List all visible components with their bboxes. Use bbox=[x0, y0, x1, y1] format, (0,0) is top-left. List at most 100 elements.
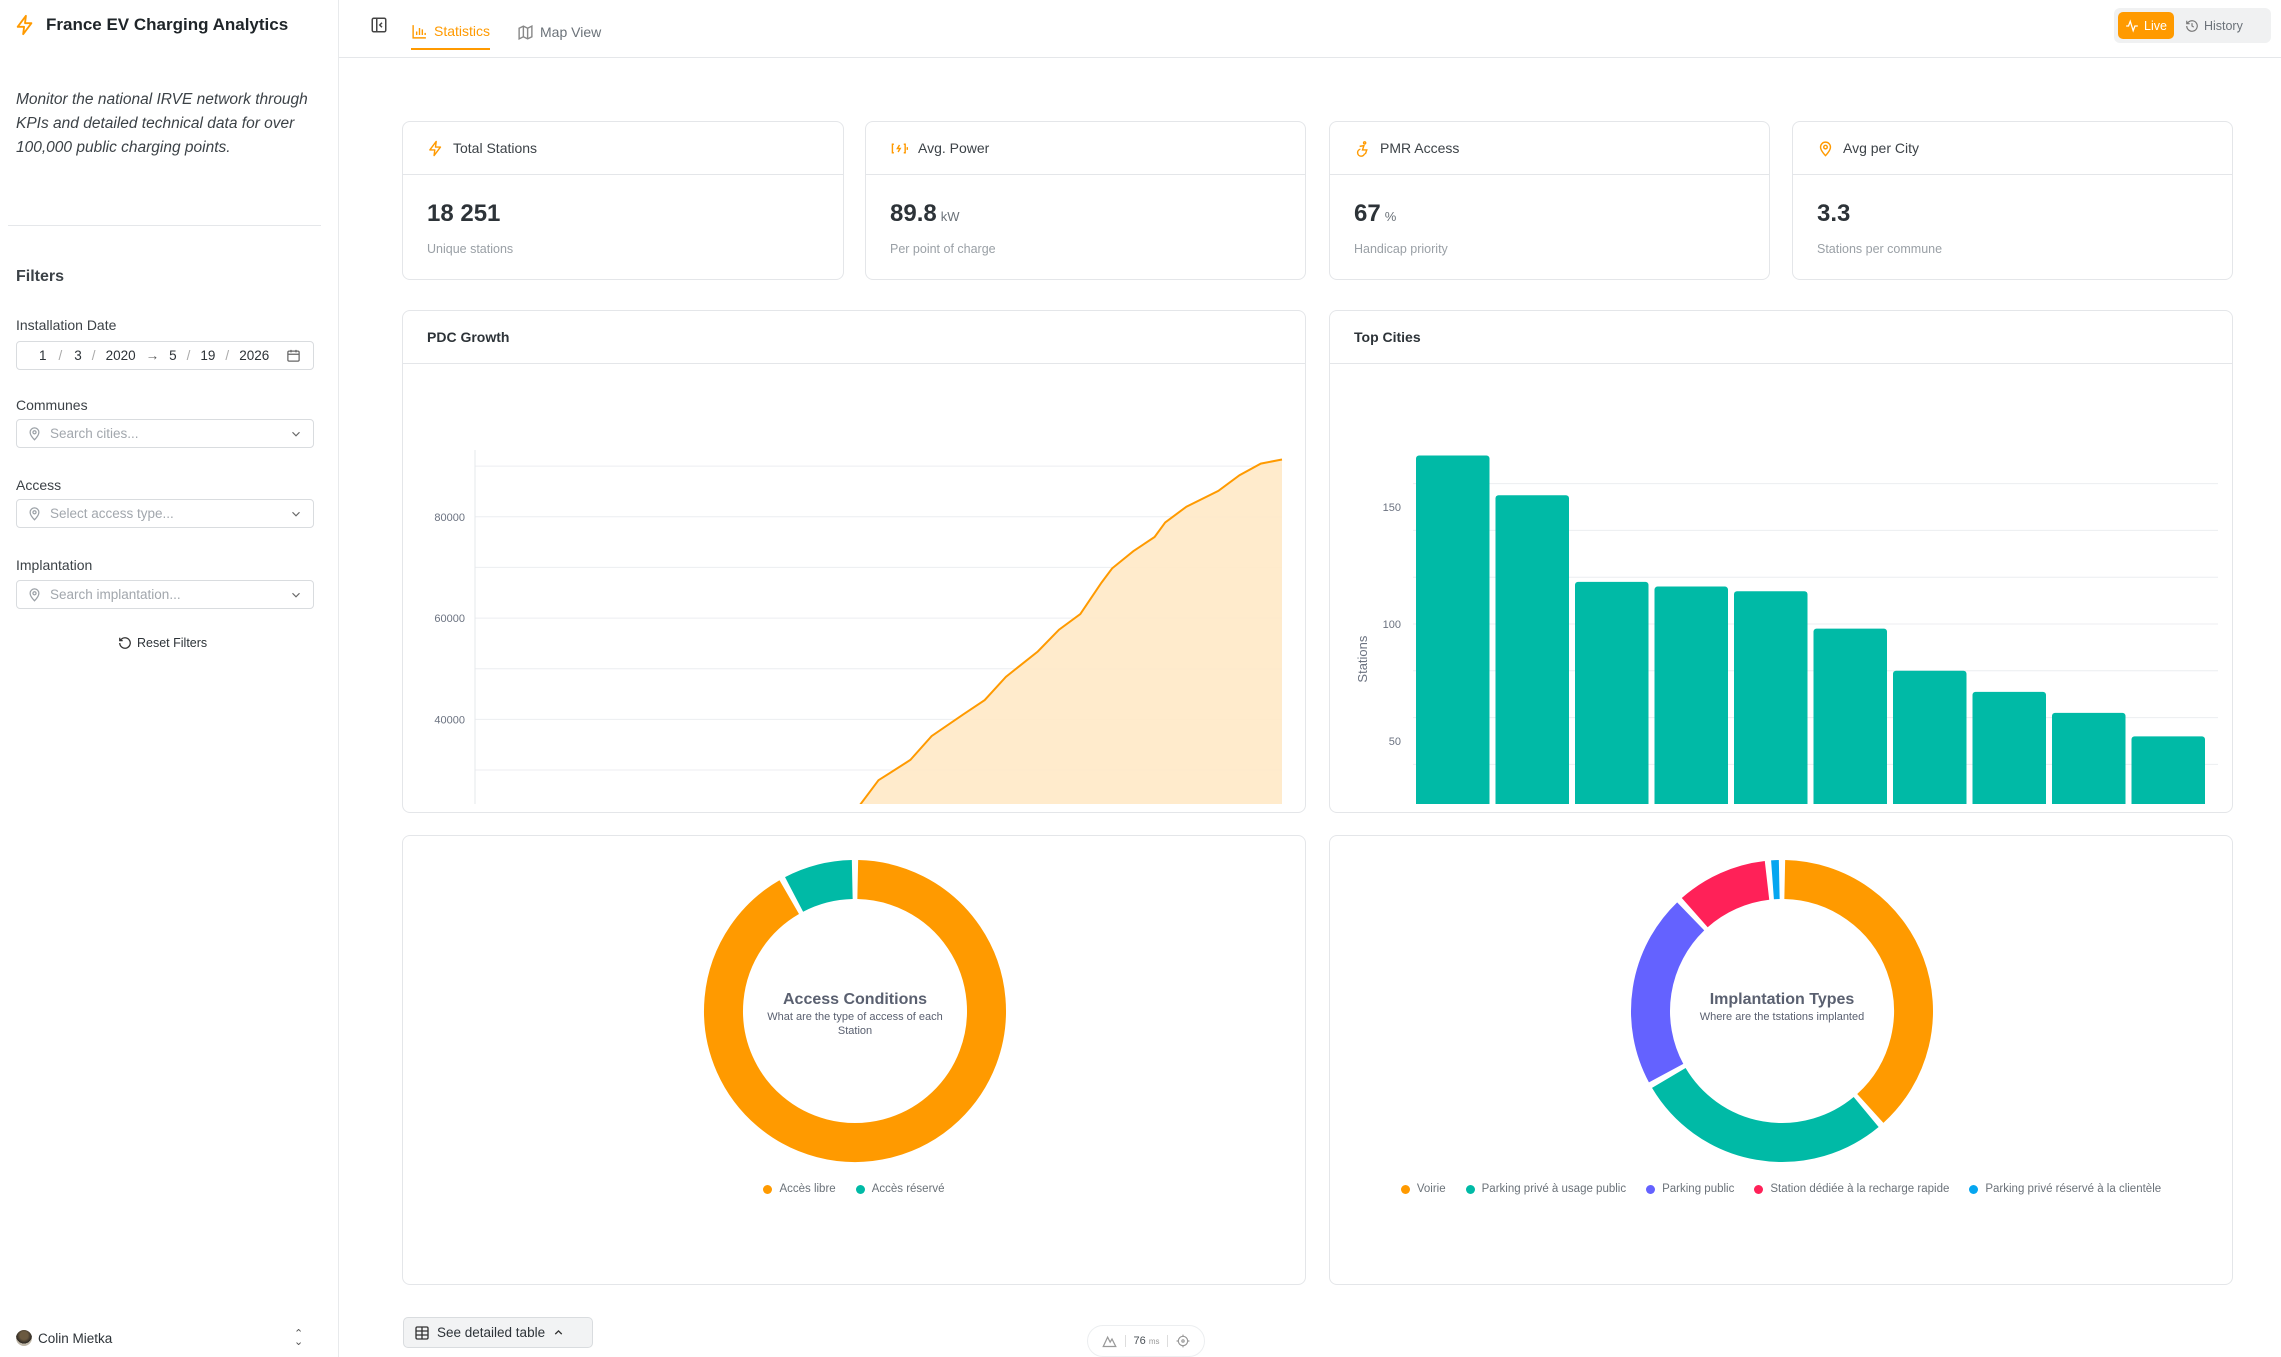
kpi-header: Avg per City bbox=[1793, 122, 2232, 175]
start-day[interactable]: 3 bbox=[74, 348, 82, 363]
installation-date-label: Installation Date bbox=[16, 317, 117, 333]
y-tick-label: 50 bbox=[1389, 736, 1401, 748]
donut-title: Access Conditions bbox=[782, 991, 928, 1008]
chevron-down-icon bbox=[292, 431, 300, 437]
app-description: Monitor the national IRVE network throug… bbox=[16, 91, 308, 156]
start-month[interactable]: 1 bbox=[39, 348, 47, 363]
legend-item[interactable]: Parking privé à usage public bbox=[1465, 1183, 1627, 1195]
end-month[interactable]: 5 bbox=[169, 348, 177, 363]
battery-charging-icon bbox=[891, 143, 908, 153]
legend-item[interactable]: Parking public bbox=[1646, 1183, 1734, 1195]
reset-filters-button[interactable]: Reset Filters bbox=[118, 636, 207, 650]
map-pin-icon bbox=[1819, 140, 1832, 157]
zap-icon bbox=[429, 140, 442, 156]
implantation-donut-chart bbox=[1631, 860, 1933, 1162]
kpi-title: Total Stations bbox=[453, 140, 538, 156]
history-icon bbox=[2186, 19, 2198, 32]
legend-label: Parking privé à usage public bbox=[1481, 1183, 1627, 1195]
end-year[interactable]: 2026 bbox=[239, 348, 270, 363]
legend-dot bbox=[763, 1184, 773, 1194]
tab-map-view[interactable]: Map View bbox=[517, 14, 601, 50]
installation-date-range[interactable]: 1/ 3/ 2020 → 5/ 19/ 2026 bbox=[16, 341, 314, 370]
reset-filters-label: Reset Filters bbox=[137, 636, 208, 650]
kpi-value: 18 251 bbox=[427, 200, 500, 228]
bar bbox=[1972, 691, 2046, 804]
communes-label: Communes bbox=[16, 397, 88, 413]
zap-logo-icon bbox=[16, 14, 33, 36]
live-button[interactable]: Live bbox=[2118, 12, 2174, 39]
legend-label: Parking privé réservé à la clientèle bbox=[1985, 1183, 2162, 1195]
legend-item[interactable]: Accès libre bbox=[763, 1183, 836, 1195]
divider bbox=[8, 225, 321, 226]
end-day[interactable]: 19 bbox=[200, 348, 216, 363]
kpi-card-total-stations: Total Stations 18 251 Unique stations bbox=[402, 121, 844, 280]
sidebar: France EV Charging Analytics Monitor the… bbox=[0, 0, 339, 1357]
donut-segment bbox=[1652, 1067, 1879, 1162]
map-pin-icon bbox=[29, 507, 40, 521]
kpi-subtitle: Unique stations bbox=[427, 242, 514, 256]
app-title: France EV Charging Analytics bbox=[46, 15, 289, 34]
legend-label: Station dédiée à la recharge rapide bbox=[1770, 1183, 1950, 1195]
access-select[interactable]: Select access type... bbox=[16, 499, 314, 528]
kpi-title: Avg. Power bbox=[918, 140, 990, 156]
table-icon bbox=[415, 1325, 429, 1340]
y-tick-label: 100 bbox=[1383, 619, 1401, 631]
tab-statistics-label: Statistics bbox=[434, 23, 491, 39]
donut-title: Implantation Types bbox=[1709, 991, 1855, 1008]
see-detailed-table-button[interactable]: See detailed table bbox=[403, 1317, 593, 1348]
calendar-icon[interactable] bbox=[286, 348, 301, 363]
legend-dot bbox=[1754, 1184, 1764, 1194]
latency-value: 76 ms bbox=[1133, 1335, 1160, 1347]
accessibility-icon bbox=[1356, 140, 1368, 157]
bar bbox=[1495, 495, 1569, 804]
bar-chart-icon bbox=[412, 24, 426, 39]
map-icon bbox=[518, 24, 533, 40]
y-tick-label: 80000 bbox=[434, 512, 465, 524]
crosshair-icon[interactable] bbox=[1176, 1334, 1190, 1348]
implantation-select[interactable]: Search implantation... bbox=[16, 580, 314, 609]
legend-item[interactable]: Parking privé réservé à la clientèle bbox=[1969, 1183, 2161, 1195]
bar bbox=[2131, 736, 2205, 804]
top-cities-chart: 050100150StationsNiceLe HavreToulouseStr… bbox=[1355, 455, 2218, 804]
start-year[interactable]: 2020 bbox=[105, 348, 136, 363]
bar bbox=[2052, 712, 2126, 804]
access-donut-chart bbox=[704, 860, 1006, 1162]
communes-select[interactable]: Search cities... bbox=[16, 419, 314, 448]
donut-center-text: Access Conditions What are the type of a… bbox=[705, 991, 1005, 1038]
access-placeholder: Select access type... bbox=[50, 506, 174, 521]
user-menu[interactable]: Colin Mietka bbox=[16, 1330, 112, 1346]
kpi-value: 67% bbox=[1354, 200, 1396, 228]
user-name: Colin Mietka bbox=[38, 1330, 113, 1346]
legend-dot bbox=[1646, 1184, 1656, 1194]
separator bbox=[1167, 1335, 1169, 1347]
implantation-placeholder: Search implantation... bbox=[50, 587, 181, 602]
donut-subtitle: Where are the tstations implanted bbox=[1699, 1011, 1865, 1023]
kpi-card-avg-per-city: Avg per City 3.3 Stations per commune bbox=[1792, 121, 2233, 280]
kpi-card-avg-power: Avg. Power 89.8 kW Per point of charge bbox=[865, 121, 1306, 280]
y-tick-label: 150 bbox=[1383, 502, 1401, 514]
bar bbox=[1575, 581, 1649, 804]
top-bar: Statistics Map View Live History bbox=[339, 0, 2281, 58]
y-tick-label: 40000 bbox=[434, 714, 465, 726]
tab-statistics[interactable]: Statistics bbox=[411, 14, 491, 50]
access-conditions-card: Access Conditions What are the type of a… bbox=[402, 835, 1306, 1285]
legend-label: Accès libre bbox=[779, 1183, 836, 1195]
kpi-subtitle: Stations per commune bbox=[1817, 242, 1943, 256]
donut-segment bbox=[1681, 860, 1770, 928]
sidebar-toggle-icon[interactable] bbox=[370, 16, 388, 34]
kpi-subtitle: Per point of charge bbox=[890, 242, 996, 256]
kpi-card-pmr-access: PMR Access 67% Handicap priority bbox=[1329, 121, 1770, 280]
kpi-value: 89.8 kW bbox=[890, 200, 960, 228]
bar bbox=[1893, 670, 1967, 804]
legend-item[interactable]: Station dédiée à la recharge rapide bbox=[1754, 1183, 1949, 1195]
mode-toggle: Live History bbox=[2114, 8, 2271, 43]
legend-item[interactable]: Voirie bbox=[1400, 1183, 1446, 1195]
kpi-header: Total Stations bbox=[403, 122, 843, 175]
vite-logo-icon bbox=[1101, 1335, 1117, 1347]
legend-item[interactable]: Accès réservé bbox=[855, 1183, 945, 1195]
chevron-down-icon bbox=[292, 592, 300, 598]
chevrons-up-down-icon[interactable]: ⌃ ⌄ bbox=[294, 1328, 304, 1348]
history-button[interactable]: History bbox=[2178, 12, 2250, 39]
series-line bbox=[859, 458, 1283, 804]
pdc-growth-chart: 020000400006000080000sept. 2020avr. 2022… bbox=[434, 450, 1283, 804]
